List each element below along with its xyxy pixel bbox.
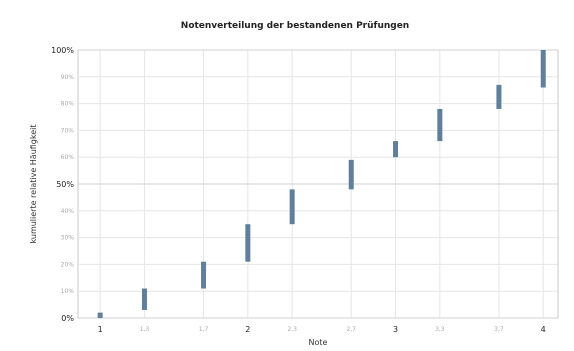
range-bar bbox=[540, 50, 546, 88]
range-bar bbox=[348, 159, 354, 190]
tick-labels: 1 2 3 4 1,3 1,7 2,3 2,7 3,3 3,7 0% 50% 100% 10% 20% 30%… bbox=[51, 46, 546, 334]
y-tick-label: 50% bbox=[56, 180, 74, 189]
y-tick-label: 100% bbox=[51, 46, 74, 55]
range-bar bbox=[437, 108, 443, 142]
x-tick-label-minor: 1,7 bbox=[199, 326, 209, 333]
x-tick-label-minor: 2,3 bbox=[287, 326, 297, 333]
range-bar bbox=[393, 141, 399, 158]
x-tick-label: 4 bbox=[541, 325, 546, 334]
range-bar bbox=[496, 84, 502, 109]
y-tick-label-minor: 20% bbox=[61, 261, 75, 268]
x-tick-label-minor: 2,7 bbox=[346, 326, 356, 333]
y-tick-label: 0% bbox=[61, 314, 74, 323]
range-bar bbox=[141, 288, 147, 310]
y-tick-label-minor: 60% bbox=[61, 154, 75, 161]
range-bar bbox=[97, 312, 103, 318]
x-tick-label-minor: 3,3 bbox=[435, 326, 445, 333]
y-axis-label: kumulierte relative Häufigkeit bbox=[29, 124, 38, 243]
x-tick-label-minor: 3,7 bbox=[494, 326, 504, 333]
range-bar bbox=[245, 224, 251, 262]
y-tick-label-minor: 90% bbox=[61, 74, 75, 81]
x-tick-label: 1 bbox=[98, 325, 103, 334]
y-tick-label-minor: 10% bbox=[61, 288, 75, 295]
x-axis-label: Note bbox=[309, 338, 328, 347]
y-tick-label-minor: 30% bbox=[61, 235, 75, 242]
range-bar bbox=[289, 189, 295, 225]
x-tick-label: 3 bbox=[393, 325, 398, 334]
range-bars bbox=[97, 50, 546, 318]
range-bar bbox=[201, 261, 207, 289]
y-tick-label-minor: 40% bbox=[61, 208, 75, 215]
x-tick-label: 2 bbox=[245, 325, 250, 334]
x-tick-label-minor: 1,3 bbox=[140, 326, 150, 333]
chart-title: Notenverteilung der bestandenen Prüfunge… bbox=[181, 21, 409, 31]
y-tick-label-minor: 70% bbox=[61, 127, 75, 134]
y-tick-label-minor: 80% bbox=[61, 101, 75, 108]
